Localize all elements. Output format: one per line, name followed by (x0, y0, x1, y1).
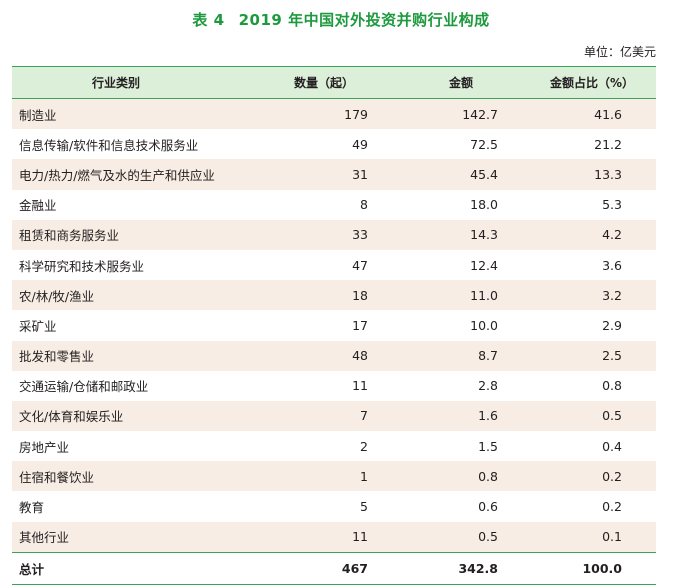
count-cell: 49 (352, 136, 368, 152)
industry-cell: 信息传输/软件和信息技术服务业 (19, 137, 199, 153)
table-row: 科学研究和技术服务业 47 12.4 3.6 (12, 250, 656, 280)
table-row: 教育 5 0.6 0.2 (12, 491, 656, 521)
amount-cell: 8.7 (478, 348, 498, 364)
table-row: 制造业 179 142.7 41.6 (12, 99, 656, 130)
count-cell: 7 (360, 408, 368, 424)
table-title-text: 2019 年中国对外投资并购行业构成 (238, 11, 490, 29)
amount-cell: 12.4 (470, 257, 498, 273)
share-cell: 2.5 (602, 348, 622, 364)
share-cell: 0.4 (602, 438, 622, 454)
amount-cell: 0.6 (478, 499, 498, 515)
table-row: 其他行业 11 0.5 0.1 (12, 521, 656, 552)
industry-cell: 金融业 (19, 198, 57, 214)
share-cell: 0.2 (602, 468, 622, 484)
industry-cell: 批发和零售业 (19, 349, 95, 365)
column-header-count: 数量（起） (293, 76, 354, 90)
share-cell: 0.1 (602, 529, 622, 545)
table-row: 金融业 8 18.0 5.3 (12, 190, 656, 220)
share-cell: 0.8 (602, 378, 622, 394)
table-row: 住宿和餐饮业 1 0.8 0.2 (12, 461, 656, 492)
count-cell: 11 (352, 378, 368, 394)
total-share-cell: 100.0 (582, 560, 622, 576)
share-cell: 2.9 (602, 317, 622, 333)
count-cell: 8 (360, 197, 368, 213)
industry-cell: 其他行业 (19, 530, 70, 546)
table-row: 电力/热力/燃气及水的生产和供应业 31 45.4 13.3 (12, 159, 656, 190)
share-cell: 13.3 (594, 166, 622, 182)
amount-cell: 11.0 (470, 287, 498, 303)
industry-cell: 租赁和商务服务业 (19, 228, 120, 244)
count-cell: 48 (352, 348, 368, 364)
count-cell: 11 (352, 529, 368, 545)
table-total-row: 总计 467 342.8 100.0 (12, 551, 656, 584)
amount-cell: 45.4 (470, 166, 498, 182)
industry-cell: 制造业 (19, 107, 57, 123)
table-row: 农/林/牧/渔业 18 11.0 3.2 (12, 280, 656, 311)
table-row: 采矿业 17 10.0 2.9 (12, 310, 656, 340)
industry-cell: 住宿和餐饮业 (19, 469, 95, 485)
industry-cell: 科学研究和技术服务业 (19, 258, 145, 274)
table-number: 表 4 (192, 11, 225, 29)
table-row: 文化/体育和娱乐业 7 1.6 0.5 (12, 400, 656, 432)
column-header-industry: 行业类别 (91, 76, 140, 90)
table-row: 交通运输/仓储和邮政业 11 2.8 0.8 (12, 371, 656, 401)
count-cell: 17 (352, 317, 368, 333)
total-amount-cell: 342.8 (458, 560, 498, 576)
amount-cell: 0.5 (478, 529, 498, 545)
table-title: 表 4 2019 年中国对外投资并购行业构成 (0, 9, 682, 30)
share-cell: 21.2 (594, 136, 622, 152)
count-cell: 47 (352, 257, 368, 273)
industry-cell: 文化/体育和娱乐业 (19, 409, 124, 425)
share-cell: 3.6 (602, 257, 622, 273)
count-cell: 33 (352, 227, 368, 243)
industry-cell: 农/林/牧/渔业 (19, 288, 95, 304)
amount-cell: 0.8 (478, 468, 498, 484)
industry-cell: 采矿业 (19, 318, 57, 334)
industry-cell: 电力/热力/燃气及水的生产和供应业 (19, 167, 215, 183)
count-cell: 2 (360, 438, 368, 454)
share-cell: 0.5 (602, 408, 622, 424)
share-cell: 4.2 (602, 227, 622, 243)
amount-cell: 2.8 (478, 378, 498, 394)
data-table: 行业类别 数量（起） 金额 金额占比（%） 制造业 179 142.7 41.6… (12, 66, 656, 585)
table-row: 批发和零售业 48 8.7 2.5 (12, 340, 656, 371)
share-cell: 3.2 (602, 287, 622, 303)
table-row: 房地产业 2 1.5 0.4 (12, 431, 656, 461)
amount-cell: 18.0 (470, 197, 498, 213)
industry-cell: 交通运输/仓储和邮政业 (19, 379, 149, 395)
industry-cell: 教育 (19, 500, 45, 516)
unit-label: 单位：亿美元 (583, 45, 656, 59)
column-header-share: 金额占比（%） (549, 76, 635, 90)
amount-cell: 14.3 (470, 227, 498, 243)
industry-cell: 房地产业 (19, 439, 70, 455)
amount-cell: 10.0 (470, 317, 498, 333)
amount-cell: 142.7 (462, 106, 498, 122)
share-cell: 41.6 (594, 106, 622, 122)
table-row: 信息传输/软件和信息技术服务业 49 72.5 21.2 (12, 129, 656, 159)
count-cell: 5 (360, 499, 368, 515)
count-cell: 179 (344, 106, 368, 122)
amount-cell: 1.5 (478, 438, 498, 454)
amount-cell: 72.5 (470, 136, 498, 152)
table-header-row: 行业类别 数量（起） 金额 金额占比（%） (12, 67, 656, 99)
count-cell: 1 (360, 468, 368, 484)
total-count-cell: 467 (341, 560, 368, 576)
table-row: 租赁和商务服务业 33 14.3 4.2 (12, 219, 656, 250)
share-cell: 0.2 (602, 499, 622, 515)
count-cell: 31 (352, 166, 368, 182)
share-cell: 5.3 (602, 197, 622, 213)
total-label-cell: 总计 (19, 561, 45, 577)
column-header-amount: 金额 (448, 76, 473, 90)
count-cell: 18 (352, 287, 368, 303)
amount-cell: 1.6 (478, 408, 498, 424)
